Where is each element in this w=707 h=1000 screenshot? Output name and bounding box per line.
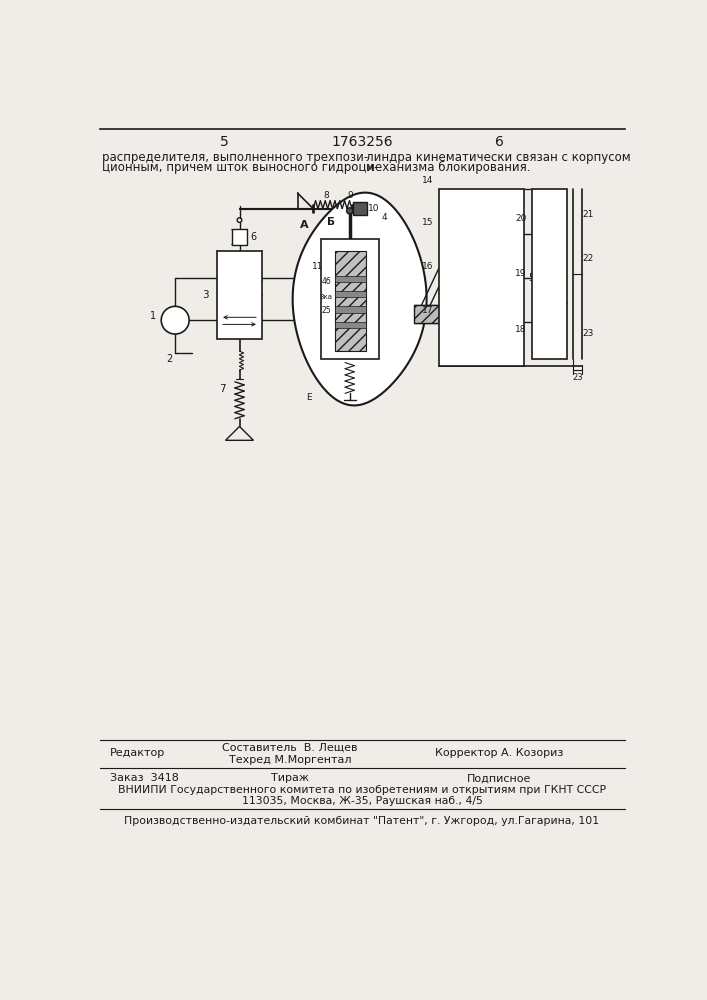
Text: E: E	[306, 393, 312, 402]
Text: Подписное: Подписное	[467, 773, 532, 783]
Bar	[438, 189, 524, 366]
Text: 21: 21	[583, 210, 594, 219]
Text: 13: 13	[439, 329, 450, 338]
Text: 6: 6	[250, 232, 257, 242]
Bar	[335, 276, 366, 282]
Text: 17: 17	[422, 306, 433, 315]
Text: 14: 14	[422, 176, 433, 185]
Text: 15: 15	[422, 218, 433, 227]
Text: ВНИИПИ Государственного комитета по изобретениям и открытиям при ГКНТ СССР: ВНИИПИ Государственного комитета по изоб…	[118, 785, 606, 795]
Text: распределителя, выполненного трехпози-: распределителя, выполненного трехпози-	[103, 151, 368, 164]
Bar	[232, 229, 247, 245]
Text: 113035, Москва, Ж-35, Раушская наб., 4/5: 113035, Москва, Ж-35, Раушская наб., 4/5	[242, 796, 482, 806]
Text: 16: 16	[422, 262, 433, 271]
Text: 7: 7	[219, 384, 226, 394]
Bar	[335, 306, 366, 312]
Text: 25: 25	[322, 306, 331, 315]
Text: 24б: 24б	[349, 286, 362, 292]
Text: 3кa: 3кa	[320, 294, 333, 300]
Text: механизма блокирования.: механизма блокирования.	[366, 161, 530, 174]
Text: 3: 3	[202, 290, 209, 300]
Bar	[532, 189, 566, 359]
Text: линдра кинематически связан с корпусом: линдра кинематически связан с корпусом	[366, 151, 631, 164]
Text: 10: 10	[368, 204, 380, 213]
Text: 19: 19	[515, 269, 527, 278]
Text: Техред М.Моргентал: Техред М.Моргентал	[228, 755, 351, 765]
Text: 4a: 4a	[351, 269, 361, 278]
Polygon shape	[293, 193, 426, 405]
Bar	[335, 251, 366, 351]
Text: Производственно-издательский комбинат "Патент", г. Ужгород, ул.Гагарина, 101: Производственно-издательский комбинат "П…	[124, 816, 600, 826]
Bar	[335, 291, 366, 297]
Circle shape	[161, 306, 189, 334]
Text: 4б: 4б	[322, 277, 331, 286]
Text: 23: 23	[583, 329, 594, 338]
Text: ционным, причем шток выносного гидроци-: ционным, причем шток выносного гидроци-	[103, 161, 379, 174]
Text: Корректор А. Козориз: Корректор А. Козориз	[435, 748, 563, 758]
Text: 20: 20	[515, 214, 527, 223]
Text: 23: 23	[572, 373, 583, 382]
Text: Тираж: Тираж	[271, 773, 309, 783]
Text: 4: 4	[382, 213, 387, 222]
Text: Б: Б	[327, 217, 335, 227]
Text: 5: 5	[528, 273, 535, 283]
Text: 6: 6	[495, 135, 503, 149]
Text: 24: 24	[351, 299, 361, 308]
Text: 1: 1	[151, 311, 156, 321]
Text: Составитель  В. Лещев: Составитель В. Лещев	[222, 743, 358, 753]
Text: 8: 8	[323, 191, 329, 200]
Text: 12: 12	[459, 323, 470, 332]
Text: Редактор: Редактор	[110, 748, 165, 758]
Text: 1763256: 1763256	[331, 135, 393, 149]
Bar	[335, 322, 366, 328]
Text: 2: 2	[166, 354, 172, 364]
Text: 18: 18	[515, 325, 527, 334]
Text: 11: 11	[312, 262, 324, 271]
Bar	[414, 305, 507, 323]
Text: 9: 9	[347, 191, 354, 200]
Bar	[321, 239, 379, 359]
Text: 22: 22	[583, 254, 594, 263]
Bar	[354, 202, 368, 215]
Text: Заказ  3418: Заказ 3418	[110, 773, 179, 783]
Bar	[217, 251, 262, 339]
Text: A: A	[300, 220, 308, 230]
Circle shape	[346, 208, 353, 214]
Text: 5: 5	[220, 135, 228, 149]
